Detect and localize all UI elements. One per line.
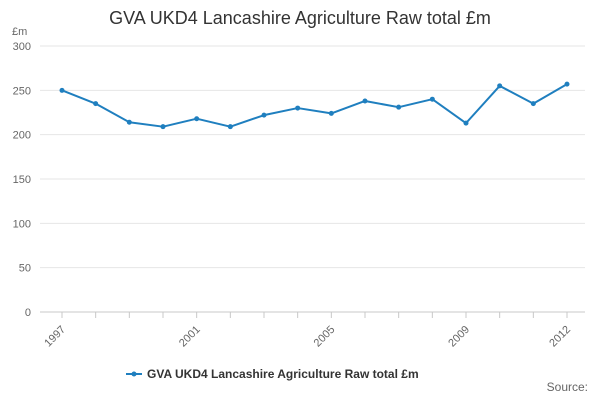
y-tick-label-250: 250 — [13, 85, 31, 97]
y-tick-label-200: 200 — [13, 130, 31, 142]
data-point-2006[interactable] — [362, 98, 368, 104]
data-point-2008[interactable] — [429, 96, 435, 102]
x-tick-label-2001: 2001 — [177, 324, 203, 350]
y-axis-ticks: 0 50 100 150 200 250 300 — [13, 41, 31, 319]
x-tick-label-1997: 1997 — [42, 324, 68, 350]
series-layer — [59, 81, 570, 130]
data-point-1999[interactable] — [126, 119, 132, 125]
x-axis-ticks: 1997 2001 2005 2009 2012 — [42, 312, 573, 349]
legend-label[interactable]: GVA UKD4 Lancashire Agriculture Raw tota… — [147, 367, 419, 381]
y-tick-label-0: 0 — [25, 307, 31, 319]
data-point-1997[interactable] — [59, 87, 65, 93]
y-tick-label-300: 300 — [13, 41, 31, 53]
y-tick-label-50: 50 — [19, 263, 31, 275]
chart-title: GVA UKD4 Lancashire Agriculture Raw tota… — [109, 8, 491, 28]
data-point-1998[interactable] — [93, 101, 99, 107]
series-line-0[interactable] — [61, 83, 568, 128]
data-point-2012[interactable] — [564, 81, 570, 87]
data-point-2001[interactable] — [194, 116, 200, 122]
data-point-2003[interactable] — [261, 112, 267, 118]
data-point-2000[interactable] — [160, 124, 166, 130]
y-axis-unit-label: £m — [12, 26, 28, 38]
data-point-2007[interactable] — [396, 104, 402, 110]
source-label[interactable]: Source: — [546, 380, 588, 394]
y-tick-label-150: 150 — [13, 174, 31, 186]
x-tick-label-2012: 2012 — [547, 324, 573, 350]
data-point-2004[interactable] — [295, 105, 301, 111]
data-point-2009[interactable] — [463, 120, 469, 126]
x-tick-label-2009: 2009 — [446, 324, 472, 350]
legend-marker-swatch — [131, 371, 137, 377]
gridlines — [40, 45, 585, 313]
data-point-2010[interactable] — [497, 83, 503, 89]
data-point-2011[interactable] — [530, 101, 536, 107]
y-tick-label-100: 100 — [13, 218, 31, 230]
data-point-2002[interactable] — [227, 124, 233, 130]
legend[interactable]: GVA UKD4 Lancashire Agriculture Raw tota… — [126, 367, 419, 381]
x-tick-label-2005: 2005 — [312, 324, 338, 350]
data-point-2005[interactable] — [328, 110, 334, 116]
